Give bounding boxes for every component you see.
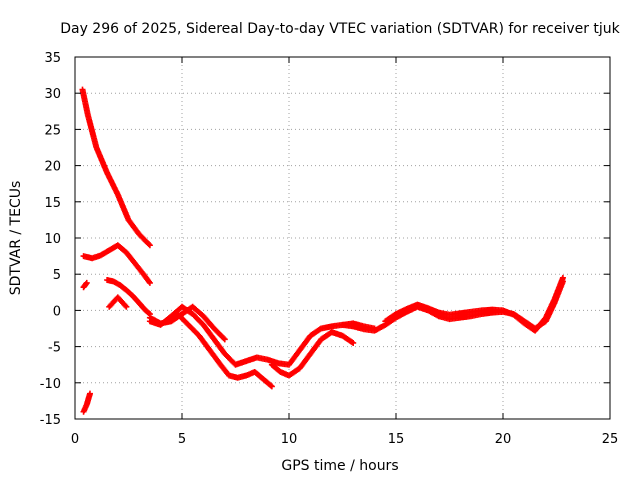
series-track-d: [80, 390, 93, 415]
data-point-marker: [145, 310, 152, 317]
data-point-marker: [350, 339, 357, 346]
series-track-l: [382, 274, 566, 334]
y-tick-label: 30: [44, 87, 61, 102]
x-tick-label: 10: [281, 432, 298, 447]
x-tick-label: 25: [602, 432, 619, 447]
series-track-b: [80, 242, 153, 286]
y-tick-label: 35: [44, 51, 61, 66]
data-point-marker: [268, 383, 275, 390]
y-tick-label: 0: [53, 304, 61, 319]
x-tick-label: 5: [178, 432, 186, 447]
y-tick-label: -5: [48, 341, 61, 356]
y-tick-label: 10: [44, 232, 61, 247]
y-tick-label: -10: [40, 377, 61, 392]
data-point-marker: [146, 242, 153, 249]
series-track-i: [174, 311, 275, 390]
data-point-marker: [220, 335, 227, 342]
data-point-marker: [349, 339, 356, 346]
data-points: [79, 86, 566, 415]
y-tick-label: 20: [44, 160, 61, 175]
data-point-marker: [146, 279, 153, 286]
data-point-marker: [221, 336, 228, 343]
grid: [75, 57, 610, 419]
data-point-marker: [559, 274, 566, 281]
series-track-c: [80, 279, 90, 291]
y-axis-label: SDTVAR / TECUs: [8, 181, 24, 296]
x-tick-label: 0: [71, 432, 79, 447]
data-point-marker: [82, 280, 89, 287]
y-tick-label: -15: [40, 413, 61, 428]
data-point-marker: [86, 390, 93, 397]
series-track-j: [268, 329, 357, 379]
x-tick-label: 15: [388, 432, 405, 447]
series-track-f: [106, 294, 130, 310]
data-point-marker: [145, 241, 152, 248]
chart-title: Day 296 of 2025, Sidereal Day-to-day VTE…: [60, 21, 620, 37]
data-point-marker: [267, 382, 274, 389]
y-tick-label: 15: [44, 196, 61, 211]
axis-ticks: 0 5 10 15 20 25 -15 -10 -5 0 5 10 15 20 25 30 35: [40, 51, 619, 447]
data-point-marker: [123, 303, 130, 310]
x-axis-label: GPS time / hours: [281, 458, 398, 474]
series-track-a: [79, 86, 153, 249]
y-tick-label: 5: [53, 268, 61, 283]
data-point-marker: [83, 279, 90, 286]
series-track-e: [104, 276, 153, 318]
y-tick-label: 25: [44, 123, 61, 138]
data-point-marker: [122, 302, 129, 309]
x-tick-label: 20: [495, 432, 512, 447]
